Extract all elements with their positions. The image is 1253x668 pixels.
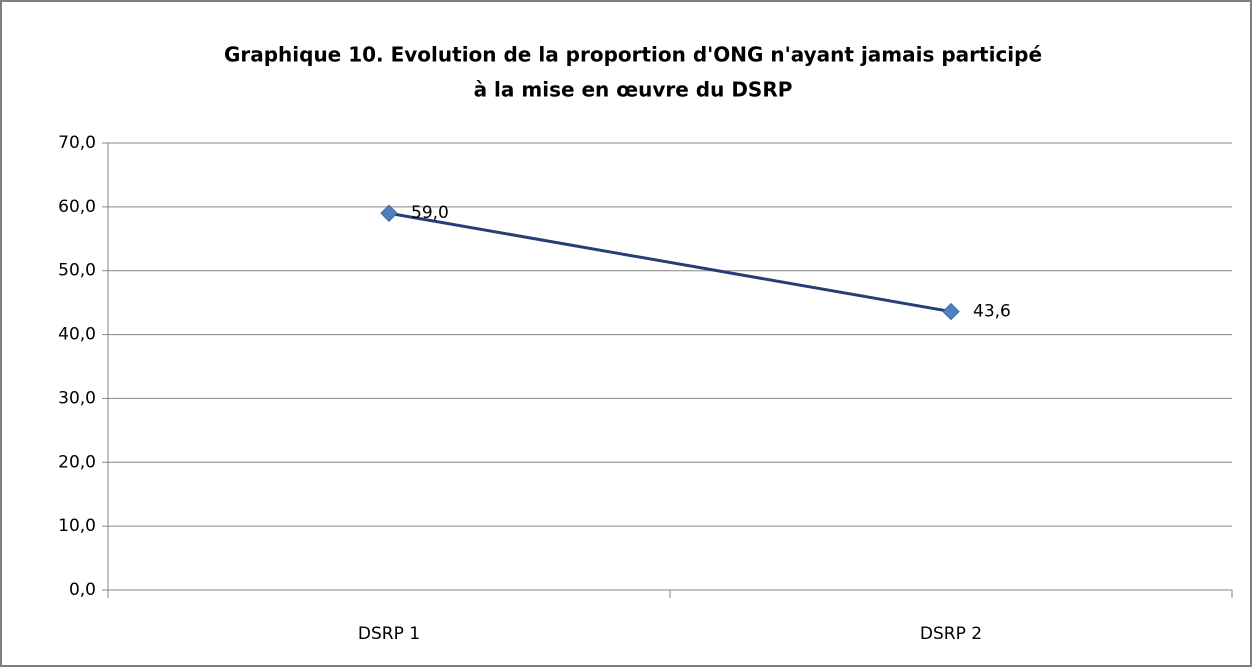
y-tick-label: 50,0 (58, 261, 96, 281)
y-tick-label: 30,0 (58, 388, 96, 408)
x-tick-label: DSRP 2 (920, 624, 982, 644)
x-tick-label: DSRP 1 (358, 624, 420, 644)
y-tick-label: 0,0 (69, 580, 96, 600)
y-tick-label: 10,0 (58, 516, 96, 536)
y-tick-label: 70,0 (58, 133, 96, 153)
series-line (388, 211, 952, 314)
y-tick-label: 20,0 (58, 452, 96, 472)
data-label: 43,6 (973, 302, 1011, 322)
data-point (380, 204, 398, 222)
chart-title: à la mise en œuvre du DSRP (474, 78, 793, 102)
data-point (942, 302, 960, 321)
y-tick-label: 40,0 (58, 325, 96, 345)
y-tick-label: 60,0 (58, 197, 96, 217)
chart-title: Graphique 10. Evolution de la proportion… (224, 43, 1042, 67)
data-label: 59,0 (411, 203, 449, 223)
